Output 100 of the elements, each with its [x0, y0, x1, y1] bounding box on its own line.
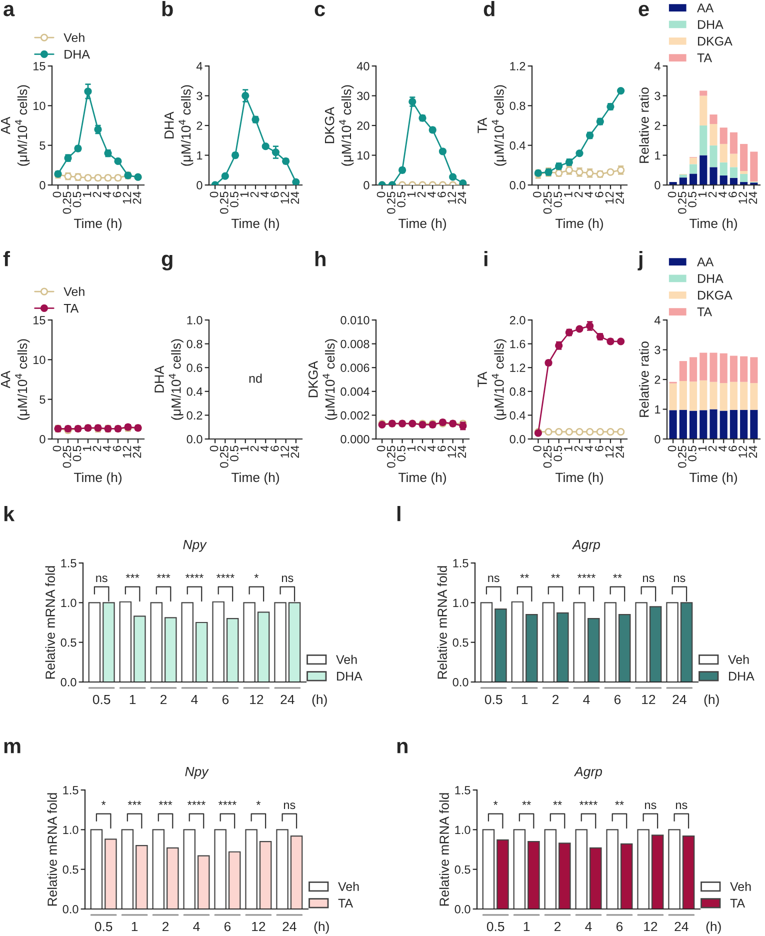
x-tick-label: 1	[407, 192, 416, 197]
y-tick-label: 0.4	[510, 411, 526, 420]
y-tick-label: 1	[655, 405, 660, 414]
text: m	[4, 742, 20, 754]
x-tick-label: 2	[92, 192, 102, 198]
x-tick-label: 6	[728, 446, 737, 452]
x-axis-title: Time (h)	[398, 218, 446, 231]
x-tick-label: 1	[564, 192, 572, 197]
x-tick-label: 24	[672, 694, 686, 704]
x-axis-title: (h)	[704, 694, 719, 707]
legend-label: TA	[730, 898, 746, 908]
x-tick-label: 6	[438, 192, 446, 198]
x-tick-label: 24	[290, 192, 299, 204]
legend-label: TA	[697, 308, 712, 316]
annotation: ***	[128, 800, 142, 805]
y-tick-label: 1.2	[510, 62, 526, 70]
annotation: ****	[580, 800, 598, 805]
annotation: **	[551, 574, 560, 578]
x-tick-label: 0.5	[484, 694, 502, 704]
y-tick-label: 0.0	[452, 678, 468, 686]
legend-label: Veh	[64, 32, 84, 42]
x-tick-label: 1	[82, 192, 92, 197]
y-tick-label: 1	[655, 151, 660, 160]
x-tick-label: 2	[250, 446, 259, 452]
x-tick-label: 1	[240, 192, 248, 197]
y-tick-label: 1.5	[455, 786, 470, 794]
x-tick-label: 0	[668, 446, 676, 452]
y-tick-label: 0.0	[454, 905, 470, 914]
y-tick-label: 0.006	[340, 364, 370, 372]
y-tick-label: 30	[357, 92, 370, 100]
x-axis-title: Time (h)	[555, 218, 603, 231]
x-axis-title: (h)	[312, 694, 327, 707]
annotation: nd	[249, 374, 262, 383]
chart-title: Npy	[185, 767, 209, 779]
y-tick-label: 1	[197, 151, 202, 160]
y-tick-label: 5	[40, 141, 46, 150]
x-tick-label: 24	[748, 446, 757, 458]
y-tick-label: 3	[654, 346, 660, 354]
annotation: ns	[96, 576, 108, 582]
x-axis-title: Time (h)	[231, 218, 279, 231]
y-tick-label: 1.0	[187, 316, 202, 324]
y-tick-label: 0.0	[60, 678, 76, 686]
y-tick-label: 0.008	[340, 340, 370, 348]
text: b	[162, 1, 173, 16]
text: a	[4, 4, 15, 16]
y-tick-label: 0.5	[62, 865, 78, 874]
annotation: *	[101, 800, 106, 805]
x-tick-label: 0.25	[62, 446, 72, 468]
x-tick-label: 0.5	[554, 446, 562, 462]
x-tick-label: 0.5	[554, 192, 562, 208]
x-tick-label: 4	[428, 192, 436, 198]
x-tick-label: 1	[132, 922, 138, 932]
annotation: ***	[158, 800, 172, 805]
legend-label: Veh	[336, 654, 357, 664]
x-tick-label: 0.5	[230, 192, 238, 208]
y-axis-title: DHA (μM/10$^{4}$ cells)	[164, 85, 194, 166]
legend-label: DHA	[337, 672, 362, 681]
x-tick-label: 2	[554, 922, 561, 932]
y-axis-title: DKGA (μM/10$^{4}$ cells)	[308, 339, 338, 420]
x-axis-title: (h)	[314, 922, 329, 934]
x-tick-label: 1	[698, 192, 706, 197]
x-tick-label: 1	[82, 446, 92, 451]
y-tick-label: 0.5	[454, 865, 470, 874]
annotation: ns	[488, 576, 500, 582]
annotation: *	[493, 800, 498, 805]
annotation: **	[613, 574, 622, 578]
x-tick-label: 24	[282, 922, 296, 932]
x-tick-label: 0	[52, 446, 62, 452]
x-tick-label: 0	[533, 446, 542, 452]
annotation: ***	[156, 574, 170, 578]
y-axis-title: AA (μM/10$^{4}$ cells)	[1, 85, 30, 166]
annotation: ****	[188, 800, 206, 805]
text: h	[315, 251, 326, 266]
y-axis-title: DHA (μM/10$^{4}$ cells)	[154, 339, 184, 420]
x-tick-label: 12	[122, 446, 132, 458]
legend-label: TA	[697, 54, 712, 62]
annotation: ***	[126, 574, 140, 578]
y-tick-label: 0.0	[510, 181, 526, 190]
annotation: ns	[642, 576, 654, 582]
y-tick-label: 0.5	[452, 638, 468, 647]
y-axis-title: TA (μM/10$^{4}$ cells)	[478, 85, 506, 166]
x-tick-label: 4	[102, 446, 112, 452]
x-tick-label: 0	[533, 192, 542, 198]
annotation: **	[615, 800, 624, 805]
y-tick-label: 1.0	[453, 598, 468, 608]
x-tick-label: 2	[552, 694, 559, 704]
y-tick-label: 0	[654, 181, 660, 190]
x-tick-label: 2	[162, 922, 169, 932]
y-tick-label: 1.5	[61, 559, 76, 568]
x-tick-label: 12	[448, 446, 456, 458]
legend-label: AA	[697, 258, 714, 266]
text: d	[484, 1, 494, 16]
legend-label: DHA	[729, 672, 754, 681]
x-tick-label: 0.25	[678, 446, 686, 468]
y-tick-label: 40	[356, 62, 370, 70]
x-tick-label: 4	[260, 192, 269, 198]
x-axis-title: Time (h)	[74, 218, 122, 231]
annotation: ns	[644, 802, 656, 810]
y-tick-label: 1.0	[455, 826, 470, 834]
annotation: ****	[186, 574, 204, 578]
